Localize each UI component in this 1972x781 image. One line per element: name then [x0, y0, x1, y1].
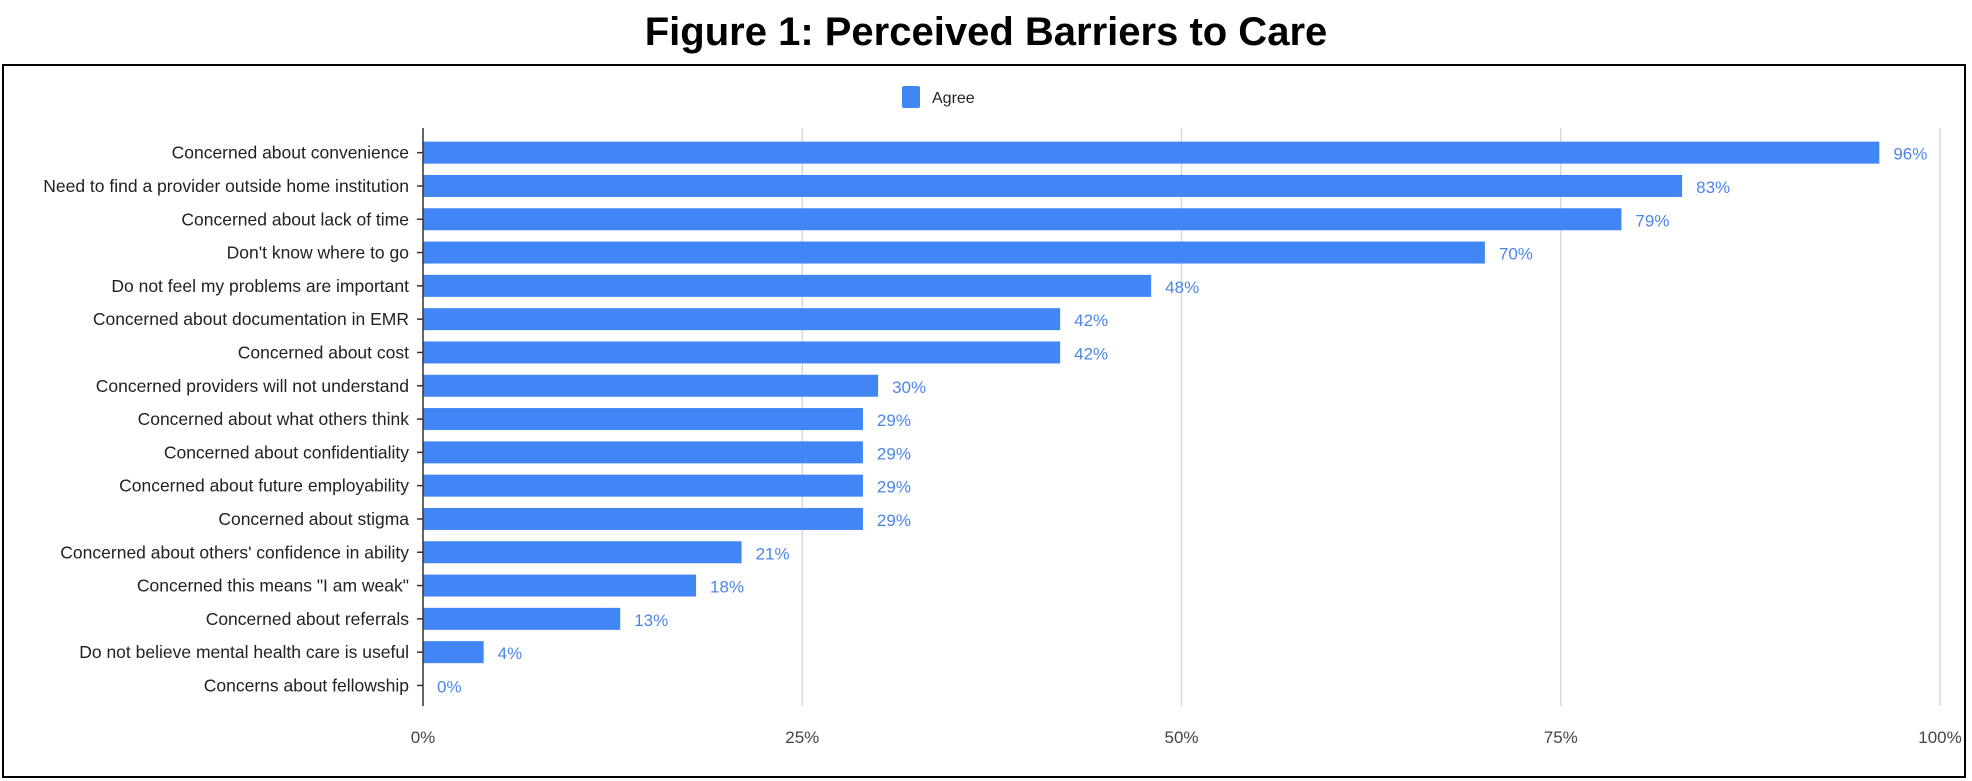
category-label: Concerned about others' confidence in ab… — [60, 542, 409, 562]
category-label: Concerned this means "I am weak" — [137, 576, 409, 596]
bar — [423, 408, 863, 431]
bar — [423, 541, 742, 564]
legend: Agree — [902, 86, 975, 108]
bar — [423, 441, 863, 464]
data-label: 29% — [877, 444, 911, 463]
bar — [423, 474, 863, 497]
bar — [423, 274, 1152, 297]
category-label: Concerned providers will not understand — [96, 376, 409, 396]
bar — [423, 374, 879, 397]
data-label: 21% — [756, 544, 790, 563]
legend-swatch — [902, 86, 920, 108]
data-label: 83% — [1696, 178, 1730, 197]
category-label: Concerned about future employability — [119, 476, 409, 496]
bars: 96% 83% 79% 70% 48% 42% 42% 30% 29% 29% 29% 29% 21% 1… — [423, 141, 1927, 696]
data-label: 29% — [877, 478, 911, 497]
data-label: 42% — [1074, 311, 1108, 330]
data-label: 96% — [1893, 145, 1927, 164]
chart-title: Figure 1: Perceived Barriers to Care — [644, 10, 1328, 54]
bar — [423, 174, 1683, 197]
x-tick-label: 50% — [1164, 728, 1198, 747]
category-label: Concerned about stigma — [218, 509, 409, 529]
data-label: 13% — [634, 611, 668, 630]
category-label: Do not feel my problems are important — [111, 276, 409, 296]
bar — [423, 574, 697, 597]
category-label: Concerned about documentation in EMR — [93, 309, 409, 329]
data-label: 79% — [1635, 211, 1669, 230]
bar — [423, 308, 1061, 331]
x-tick-label: 0% — [411, 728, 436, 747]
bar — [423, 607, 621, 630]
data-label: 0% — [437, 677, 462, 696]
data-label: 70% — [1499, 245, 1533, 264]
x-tick-label: 75% — [1544, 728, 1578, 747]
data-label: 29% — [877, 511, 911, 530]
bar — [423, 141, 1880, 164]
bar — [423, 507, 863, 530]
bar — [423, 341, 1061, 364]
bar — [423, 641, 484, 664]
bar — [423, 208, 1622, 231]
bar — [423, 241, 1485, 264]
x-tick-label: 25% — [785, 728, 819, 747]
data-label: 18% — [710, 578, 744, 597]
category-label: Don't know where to go — [227, 243, 409, 263]
category-label: Concerned about confidentiality — [164, 442, 409, 462]
category-label: Concerns about fellowship — [204, 675, 409, 695]
category-label: Concerned about convenience — [172, 143, 409, 163]
data-label: 48% — [1165, 278, 1199, 297]
x-tick-label: 100% — [1918, 728, 1961, 747]
data-label: 30% — [892, 378, 926, 397]
category-label: Need to find a provider outside home ins… — [43, 176, 409, 196]
category-label: Concerned about cost — [238, 342, 409, 362]
data-label: 42% — [1074, 344, 1108, 363]
category-label: Do not believe mental health care is use… — [79, 642, 409, 662]
data-label: 4% — [498, 644, 523, 663]
data-label: 29% — [877, 411, 911, 430]
category-label: Concerned about referrals — [206, 609, 410, 629]
axes: 0% 25% 50% 75% 100% Concerned about convenien… — [43, 128, 1962, 747]
category-label: Concerned about lack of time — [181, 209, 409, 229]
legend-label: Agree — [932, 90, 975, 107]
category-label: Concerned about what others think — [138, 409, 410, 429]
